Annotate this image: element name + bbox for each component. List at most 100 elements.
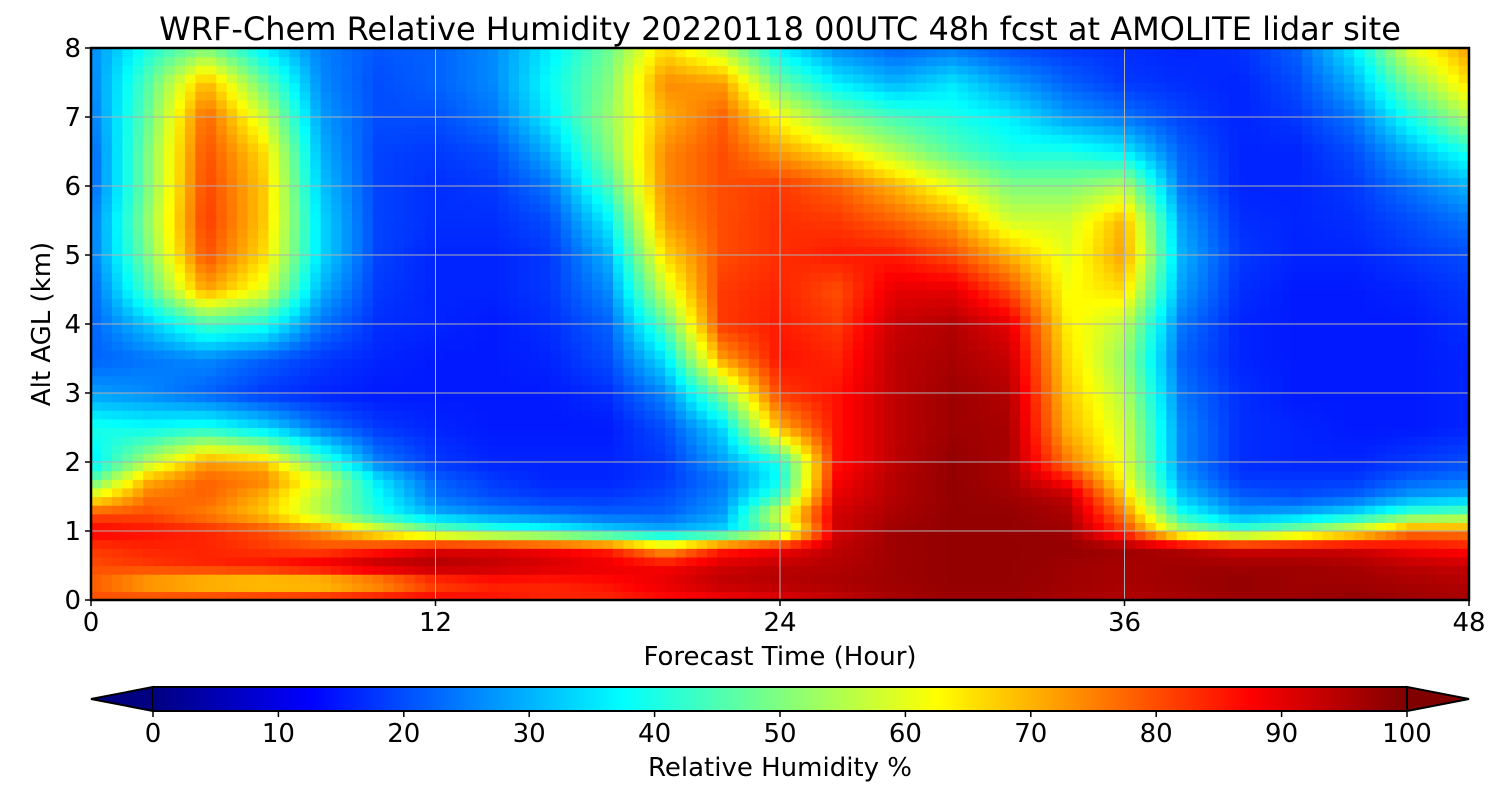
heatmap-cell <box>686 566 697 575</box>
heatmap-cell <box>780 359 791 368</box>
heatmap-cell <box>498 290 509 299</box>
heatmap-cell <box>707 324 718 333</box>
heatmap-cell <box>1354 462 1365 471</box>
heatmap-cell <box>1166 359 1177 368</box>
heatmap-cell <box>529 367 540 376</box>
heatmap-cell <box>1051 583 1062 592</box>
heatmap-cell <box>1125 281 1136 290</box>
heatmap-cell <box>613 367 624 376</box>
heatmap-cell <box>822 298 833 307</box>
heatmap-cell <box>436 583 447 592</box>
heatmap-cell <box>383 479 394 488</box>
heatmap-cell <box>1438 419 1449 428</box>
heatmap-cell <box>801 359 812 368</box>
heatmap-cell <box>1292 462 1303 471</box>
heatmap-cell <box>1250 298 1261 307</box>
heatmap-cell <box>1302 497 1313 506</box>
heatmap-cell <box>644 445 655 454</box>
heatmap-cell <box>1365 290 1376 299</box>
heatmap-cell <box>1198 315 1209 324</box>
heatmap-cell <box>289 497 300 506</box>
heatmap-cell <box>1218 272 1229 281</box>
heatmap-cell <box>634 479 645 488</box>
heatmap-cell <box>321 315 332 324</box>
heatmap-cell <box>968 497 979 506</box>
heatmap-cell <box>1406 402 1417 411</box>
heatmap-cell <box>248 290 259 299</box>
heatmap-cell <box>1354 333 1365 342</box>
heatmap-cell <box>425 281 436 290</box>
heatmap-cell <box>686 453 697 462</box>
heatmap-cell <box>592 315 603 324</box>
heatmap-cell <box>676 557 687 566</box>
heatmap-cell <box>644 505 655 514</box>
heatmap-cell <box>696 419 707 428</box>
heatmap-cell <box>237 410 248 419</box>
heatmap-cell <box>185 281 196 290</box>
heatmap-cell <box>665 566 676 575</box>
heatmap-cell <box>571 488 582 497</box>
heatmap-cell <box>268 557 279 566</box>
heatmap-cell <box>1031 341 1042 350</box>
heatmap-cell <box>655 583 666 592</box>
heatmap-cell <box>655 376 666 385</box>
heatmap-cell <box>801 522 812 531</box>
heatmap-cell <box>91 522 102 531</box>
heatmap-cell <box>957 540 968 549</box>
heatmap-cell <box>989 419 1000 428</box>
heatmap-cell <box>415 574 426 583</box>
heatmap-cell <box>1156 557 1167 566</box>
heatmap-cell <box>185 324 196 333</box>
heatmap-cell <box>1062 298 1073 307</box>
heatmap-cell <box>310 367 321 376</box>
heatmap-cell <box>874 350 885 359</box>
heatmap-cell <box>801 333 812 342</box>
heatmap-cell <box>1375 298 1386 307</box>
heatmap-cell <box>1406 557 1417 566</box>
heatmap-cell <box>310 350 321 359</box>
heatmap-cell <box>811 315 822 324</box>
heatmap-cell <box>1271 436 1282 445</box>
heatmap-cell <box>644 376 655 385</box>
heatmap-cell <box>1166 324 1177 333</box>
heatmap-cell <box>1239 307 1250 316</box>
heatmap-cell <box>1051 548 1062 557</box>
heatmap-cell <box>1114 557 1125 566</box>
heatmap-cell <box>519 531 530 540</box>
heatmap-cell <box>801 505 812 514</box>
heatmap-cell <box>770 393 781 402</box>
heatmap-cell <box>623 583 634 592</box>
heatmap-cell <box>133 488 144 497</box>
heatmap-cell <box>957 367 968 376</box>
heatmap-cell <box>1062 574 1073 583</box>
heatmap-cell <box>603 272 614 281</box>
heatmap-cell <box>978 514 989 523</box>
heatmap-cell <box>477 531 488 540</box>
heatmap-cell <box>582 583 593 592</box>
heatmap-cell <box>905 350 916 359</box>
heatmap-cell <box>477 453 488 462</box>
heatmap-cell <box>1323 557 1334 566</box>
heatmap-cell <box>968 471 979 480</box>
heatmap-cell <box>268 384 279 393</box>
heatmap-cell <box>331 272 342 281</box>
heatmap-cell <box>352 419 363 428</box>
heatmap-cell <box>603 462 614 471</box>
heatmap-cell <box>926 341 937 350</box>
heatmap-cell <box>561 574 572 583</box>
heatmap-cell <box>1198 453 1209 462</box>
heatmap-cell <box>999 341 1010 350</box>
heatmap-cell <box>582 436 593 445</box>
heatmap-cell <box>1031 583 1042 592</box>
heatmap-cell <box>665 333 676 342</box>
heatmap-cell <box>1375 522 1386 531</box>
heatmap-cell <box>456 514 467 523</box>
heatmap-cell <box>1051 384 1062 393</box>
heatmap-cell <box>394 462 405 471</box>
heatmap-cell <box>133 583 144 592</box>
heatmap-cell <box>1083 341 1094 350</box>
heatmap-cell <box>1187 488 1198 497</box>
heatmap-cell <box>696 557 707 566</box>
heatmap-cell <box>717 315 728 324</box>
heatmap-cell <box>989 290 1000 299</box>
